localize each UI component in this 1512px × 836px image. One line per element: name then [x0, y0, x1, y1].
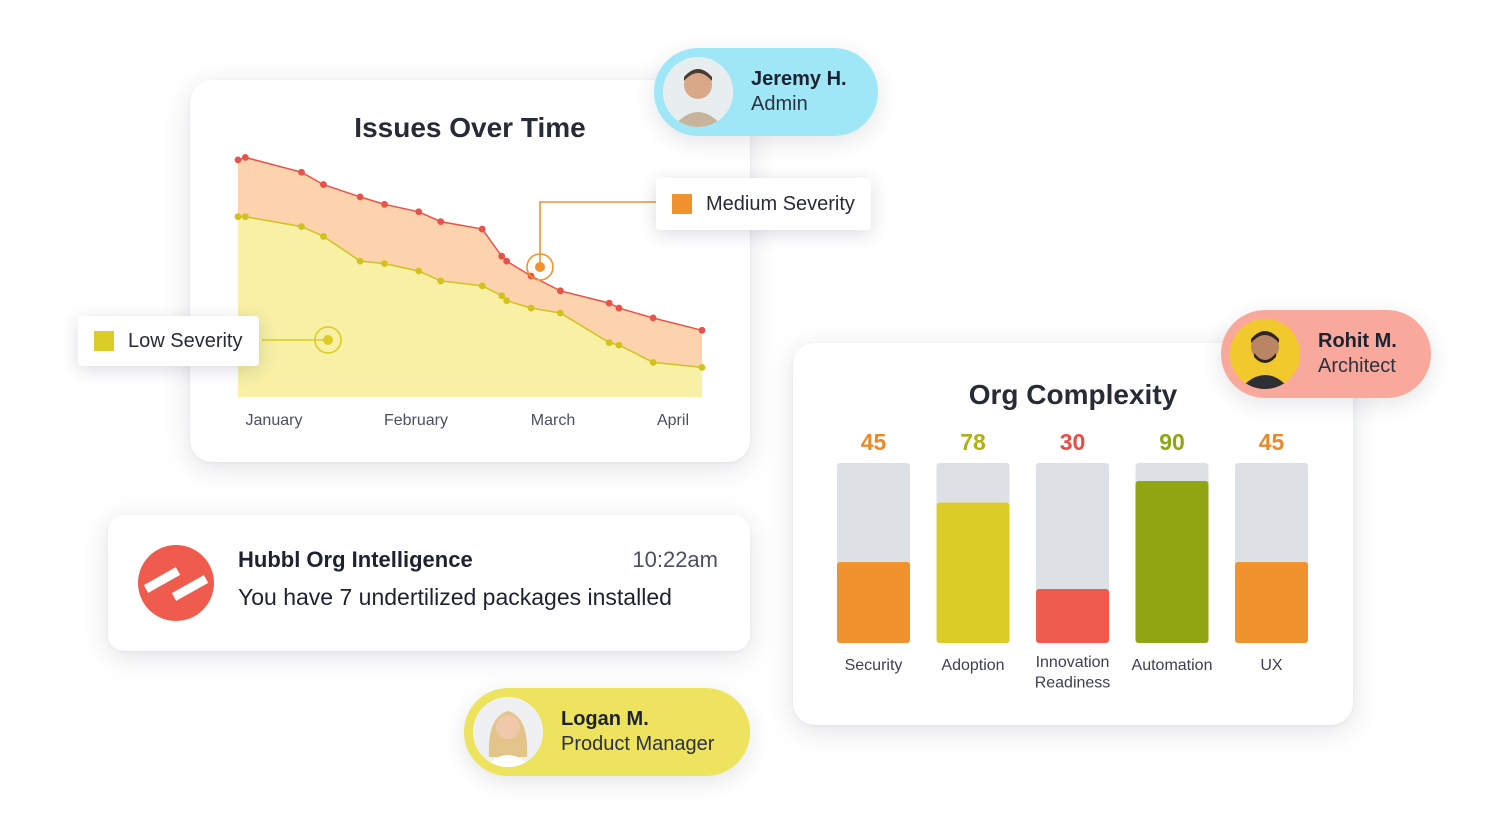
legend-label: Low Severity — [128, 329, 243, 352]
bar-value-label: 45 — [861, 429, 887, 455]
person-avatar-icon — [663, 57, 733, 127]
low-severity-point — [698, 363, 706, 371]
bar-innovation-readiness — [1036, 589, 1109, 643]
low-severity-point — [320, 233, 327, 240]
category-label: Innovation — [1036, 654, 1110, 671]
low-severity-point — [241, 213, 249, 221]
person-avatar-icon — [473, 697, 543, 767]
bar-automation — [1135, 481, 1209, 643]
user-role: Product Manager — [561, 733, 715, 755]
low-severity-point — [478, 282, 486, 290]
low-severity-point — [605, 339, 613, 347]
user-pill-jeremy[interactable]: Jeremy H. Admin — [654, 48, 878, 136]
low-severity-point — [527, 304, 535, 312]
x-tick-label: January — [246, 412, 303, 429]
x-tick-label: March — [531, 412, 575, 429]
low-severity-point — [649, 359, 657, 366]
medium-severity-point — [437, 218, 445, 226]
user-pill-logan[interactable]: Logan M. Product Manager — [464, 688, 750, 776]
chart-title: Org Complexity — [968, 379, 1178, 410]
category-label: Security — [845, 657, 903, 674]
low-severity-point — [234, 213, 242, 221]
low-severity-point — [615, 341, 623, 349]
org-complexity-chart: 45 Security 78 Adoption 30 Innovation Readines… — [837, 429, 1308, 692]
medium-severity-point — [234, 156, 242, 164]
medium-severity-point — [498, 252, 506, 260]
low-severity-point — [415, 267, 423, 275]
medium-callout-dot — [535, 262, 545, 272]
user-role: Admin — [751, 93, 808, 115]
legend-low-severity[interactable]: Low Severity — [78, 316, 259, 366]
hubbl-logo-icon — [138, 545, 214, 621]
category-label: UX — [1260, 657, 1283, 674]
low-severity-point — [437, 277, 445, 285]
bar-value-label: 78 — [960, 429, 986, 455]
low-severity-area — [238, 216, 702, 397]
person-avatar-icon — [473, 697, 543, 767]
x-tick-label: April — [657, 412, 689, 429]
medium-callout-line — [539, 201, 656, 267]
low-severity-point — [381, 260, 388, 268]
notification-message: You have 7 undertilized packages install… — [238, 584, 672, 610]
bar-value-label: 45 — [1259, 429, 1285, 455]
low-severity-point — [556, 309, 564, 317]
medium-severity-swatch — [672, 194, 692, 214]
user-name: Rohit M. — [1318, 330, 1397, 352]
medium-severity-point — [478, 225, 486, 233]
category-label: Readiness — [1035, 675, 1111, 692]
low-callout-dot — [323, 335, 333, 345]
medium-severity-point — [698, 326, 706, 334]
medium-severity-point — [415, 208, 423, 216]
bar-value-label: 90 — [1159, 429, 1185, 455]
notification-card[interactable]: Hubbl Org Intelligence 10:22am You have … — [108, 515, 750, 651]
low-severity-point — [503, 297, 511, 305]
medium-severity-point — [320, 181, 327, 188]
medium-callout-ring — [526, 253, 554, 281]
chart-title: Issues Over Time — [354, 112, 586, 143]
medium-severity-point — [381, 200, 388, 208]
low-callout-ring — [314, 326, 342, 354]
category-label: Adoption — [941, 657, 1004, 674]
legend-medium-severity[interactable]: Medium Severity — [656, 178, 871, 230]
notification-title: Hubbl Org Intelligence — [238, 547, 473, 572]
medium-severity-point — [649, 314, 657, 322]
x-tick-label: February — [384, 412, 448, 429]
medium-severity-point — [356, 193, 364, 201]
low-severity-point — [298, 223, 305, 230]
bar-security — [837, 562, 910, 643]
low-severity-swatch — [94, 331, 114, 351]
medium-severity-point — [503, 257, 511, 265]
bar-ux — [1235, 562, 1308, 643]
legend-label: Medium Severity — [706, 192, 855, 215]
person-avatar-icon — [1230, 319, 1300, 389]
user-role: Architect — [1318, 355, 1396, 377]
bar-adoption — [936, 502, 1010, 643]
low-severity-point — [498, 292, 506, 300]
medium-severity-point — [556, 287, 564, 295]
notification-time: 10:22am — [632, 547, 718, 572]
medium-severity-point — [241, 154, 249, 161]
user-pill-rohit[interactable]: Rohit M. Architect — [1221, 310, 1431, 398]
medium-severity-point — [615, 304, 623, 312]
bar-value-label: 30 — [1060, 429, 1086, 455]
issues-over-time-chart: January February March April — [234, 154, 706, 429]
medium-severity-point — [605, 299, 613, 307]
medium-severity-point — [298, 168, 305, 176]
person-avatar-icon — [663, 57, 733, 127]
category-label: Automation — [1132, 657, 1213, 674]
person-avatar-icon — [1230, 319, 1300, 389]
user-name: Jeremy H. — [751, 68, 847, 90]
user-name: Logan M. — [561, 708, 649, 730]
low-severity-point — [356, 257, 364, 265]
